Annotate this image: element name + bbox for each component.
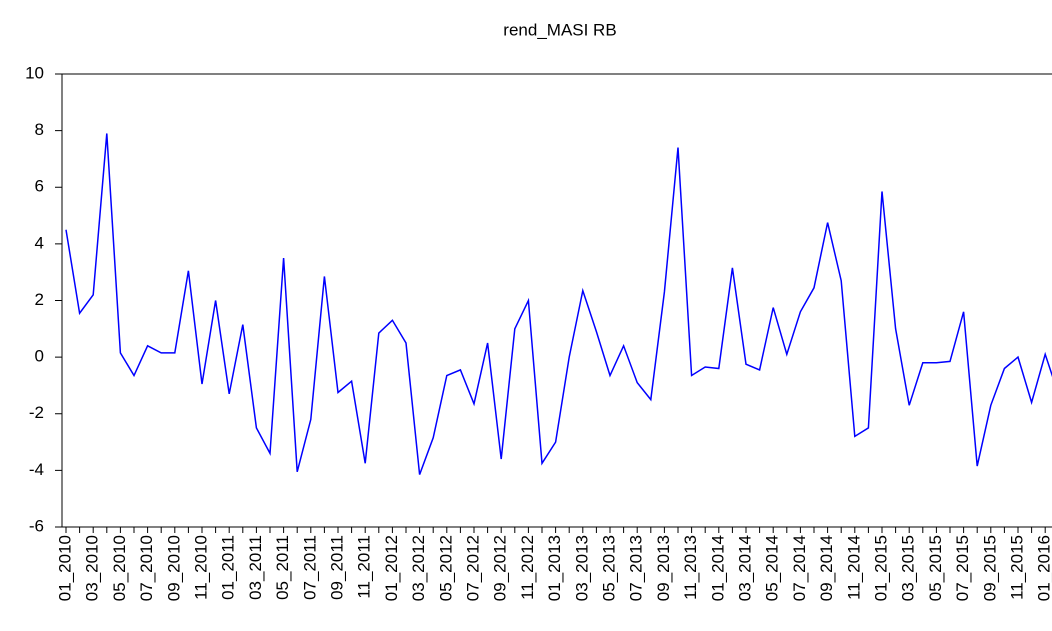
- x-tick-label: 11_2014: [844, 535, 863, 600]
- x-tick-label: 01_2013: [545, 535, 564, 601]
- x-tick-label: 05_2015: [926, 535, 945, 601]
- x-tick-label: 05_2010: [110, 535, 129, 601]
- x-tick-label: 07_2011: [300, 535, 319, 600]
- x-tick-label: 09_2010: [164, 535, 183, 601]
- y-tick-label: 2: [35, 290, 44, 309]
- y-tick-label: 10: [25, 63, 44, 82]
- x-tick-label: 09_2013: [654, 535, 673, 601]
- line-series: [65, 133, 1052, 475]
- x-tick-label: 07_2010: [137, 535, 156, 601]
- x-tick-label: 03_2015: [899, 535, 918, 601]
- x-tick-label: 03_2011: [246, 535, 265, 600]
- x-tick-label: 07_2013: [627, 535, 646, 601]
- x-tick-label: 01_2012: [382, 535, 401, 601]
- x-tick-label: 07_2012: [463, 535, 482, 601]
- x-tick-label: 11_2012: [518, 535, 537, 600]
- x-tick-label: 11_2013: [681, 535, 700, 600]
- y-tick-label: -4: [29, 460, 44, 479]
- x-tick-label: 11_2010: [191, 535, 210, 600]
- x-tick-label: 05_2014: [763, 535, 782, 601]
- x-tick-label: 07_2014: [790, 535, 809, 601]
- y-tick-label: -6: [29, 516, 44, 535]
- x-tick-label: 01_2015: [871, 535, 890, 601]
- x-tick-label: 03_2010: [83, 535, 102, 601]
- x-tick-label: 05_2012: [436, 535, 455, 601]
- x-tick-label: 01_2010: [55, 535, 74, 601]
- x-tick-label: 09_2014: [817, 535, 836, 601]
- x-tick-label: 09_2015: [980, 535, 999, 601]
- chart-title: rend_MASI RB: [503, 20, 616, 39]
- x-tick-label: 01_2011: [219, 535, 238, 600]
- y-tick-label: 8: [35, 120, 44, 139]
- x-tick-label: 03_2013: [572, 535, 591, 601]
- x-tick-label: 05_2013: [599, 535, 618, 601]
- x-tick-label: 09_2012: [491, 535, 510, 601]
- x-tick-label: 01_2016: [1035, 535, 1052, 601]
- plot: [65, 133, 1052, 475]
- x-tick-label: 11_2015: [1007, 535, 1026, 600]
- x-tick-label: 07_2015: [953, 535, 972, 601]
- x-tick-label: 05_2011: [273, 535, 292, 600]
- y-tick-label: 0: [35, 347, 44, 366]
- y-tick-label: 6: [35, 177, 44, 196]
- x-tick-label: 03_2014: [735, 535, 754, 601]
- x-tick-label: 11_2011: [355, 535, 374, 599]
- y-tick-label: -2: [29, 403, 44, 422]
- x-tick-label: 03_2012: [409, 535, 428, 601]
- x-tick-label: 01_2014: [708, 535, 727, 601]
- y-tick-label: 4: [35, 233, 44, 252]
- x-tick-label: 09_2011: [327, 535, 346, 600]
